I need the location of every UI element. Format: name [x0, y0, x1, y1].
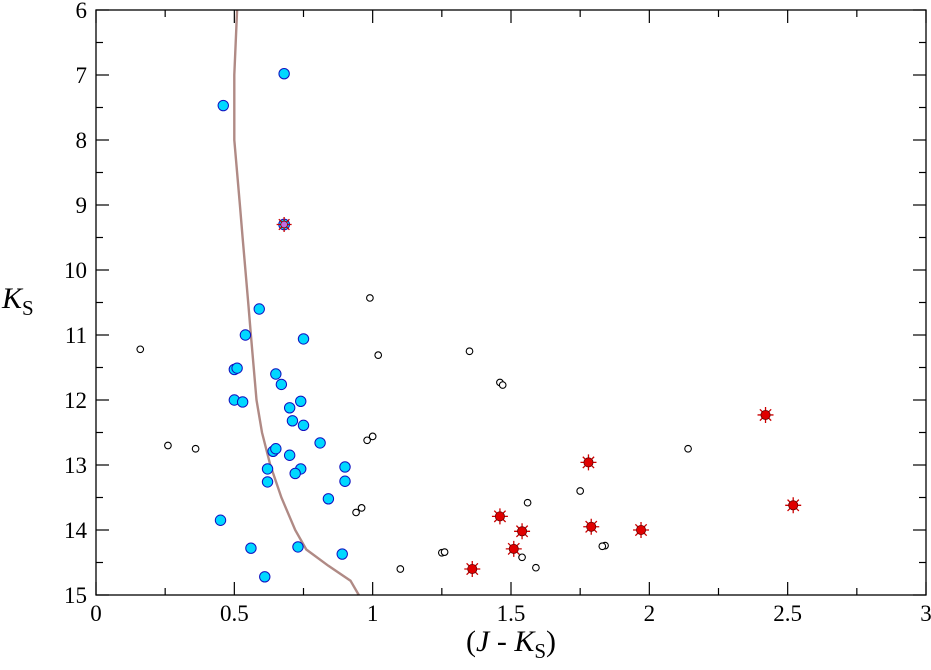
data-point-star — [491, 508, 508, 525]
data-point-open-circle — [598, 542, 607, 551]
tick-labels: 0 0.5 1 1.5 2 2.5 3 6 7 8 9 10 11 12 13 14 15 — [64, 0, 931, 626]
data-point-open-circle — [164, 441, 172, 450]
plot-marks — [136, 9, 802, 596]
data-point-open-circle — [440, 548, 449, 556]
data-point-filled-circle — [322, 493, 335, 505]
data-point-star — [514, 523, 531, 540]
y-tick-label: 9 — [76, 193, 88, 218]
star-core — [760, 409, 771, 420]
data-point-filled-circle — [275, 378, 288, 391]
axis-ticks — [95, 9, 927, 596]
x-tick-label: 1.5 — [497, 601, 526, 626]
data-point-filled-circle — [270, 443, 282, 455]
data-point-open-circle — [357, 504, 366, 512]
data-point-filled-circle — [253, 303, 265, 315]
data-point-filled-circle — [214, 514, 227, 526]
data-point-filled-circle — [231, 362, 243, 374]
data-point-open-circle — [465, 347, 474, 356]
data-point-open-circle — [363, 436, 371, 445]
data-point-filled-circle — [217, 99, 229, 112]
y-tick-label: 11 — [65, 323, 87, 348]
data-point-open-circle — [191, 444, 200, 453]
data-point-filled-circle — [339, 475, 351, 487]
data-point-filled-circle — [239, 329, 252, 341]
data-point-open-circle — [684, 444, 692, 453]
data-point-star — [633, 521, 650, 539]
x-axis-title: (J - KS) — [466, 625, 556, 663]
data-point-filled-circle — [236, 396, 249, 408]
data-point-filled-circle — [295, 395, 307, 407]
data-point-filled-circle — [259, 571, 271, 583]
data-point-filled-circle — [261, 476, 274, 488]
x-tick-label: 1 — [367, 601, 379, 626]
x-tick-label: 2 — [644, 601, 656, 626]
x-tick-label: 0.5 — [220, 601, 249, 626]
data-point-filled-circle — [261, 463, 274, 475]
y-tick-label: 10 — [64, 258, 87, 283]
data-point-open-circle — [498, 381, 507, 389]
star-core — [280, 220, 288, 229]
data-point-filled-circle — [283, 402, 296, 414]
data-point-open-circle — [366, 294, 374, 302]
data-point-filled-circle — [283, 449, 296, 461]
data-point-filled-circle — [297, 419, 310, 432]
data-point-open-circle — [576, 487, 585, 495]
star-core — [788, 500, 799, 511]
data-point-filled-circle — [270, 368, 282, 380]
data-point-filled-circle — [289, 467, 301, 480]
star-core — [586, 521, 597, 532]
star-core — [636, 525, 647, 536]
data-point-filled-circle — [286, 415, 299, 427]
star-core — [467, 564, 478, 575]
data-point-star — [580, 454, 597, 471]
data-point-filled-circle — [278, 68, 290, 80]
data-point-star-on-circle — [276, 216, 292, 233]
star-core — [508, 543, 519, 554]
y-tick-label: 12 — [64, 388, 87, 413]
data-point-open-circle — [136, 345, 145, 354]
y-tick-label: 13 — [64, 453, 87, 478]
isochrone-curve — [233, 9, 360, 596]
data-point-open-circle — [368, 432, 377, 441]
x-tick-label: 2.5 — [773, 601, 802, 626]
y-tick-label: 15 — [64, 583, 87, 608]
data-point-star — [785, 497, 802, 514]
y-tick-label: 8 — [76, 128, 88, 153]
star-core — [494, 511, 505, 522]
star-core — [583, 457, 594, 468]
data-point-open-circle — [352, 508, 360, 517]
data-point-filled-circle — [245, 542, 257, 554]
data-point-open-circle — [396, 565, 405, 573]
y-axis-title: KS — [1, 282, 34, 320]
data-point-open-circle — [374, 351, 383, 360]
x-tick-label: 3 — [920, 601, 931, 626]
star-core — [517, 526, 528, 537]
data-point-open-circle — [523, 498, 532, 507]
data-point-filled-circle — [339, 461, 351, 473]
y-tick-label: 7 — [76, 63, 88, 88]
data-point-filled-circle — [336, 548, 348, 560]
data-point-filled-circle — [314, 437, 326, 449]
data-point-star — [583, 518, 600, 535]
data-point-filled-circle — [297, 333, 310, 345]
data-point-star — [505, 540, 522, 557]
x-tick-label: 0 — [90, 601, 102, 626]
data-point-filled-circle — [292, 541, 304, 553]
data-point-open-circle — [518, 553, 526, 562]
data-point-star — [464, 560, 481, 578]
data-point-open-circle — [532, 563, 540, 572]
y-tick-label: 14 — [64, 518, 88, 543]
data-point-star — [757, 406, 774, 423]
y-tick-label: 6 — [76, 0, 88, 23]
